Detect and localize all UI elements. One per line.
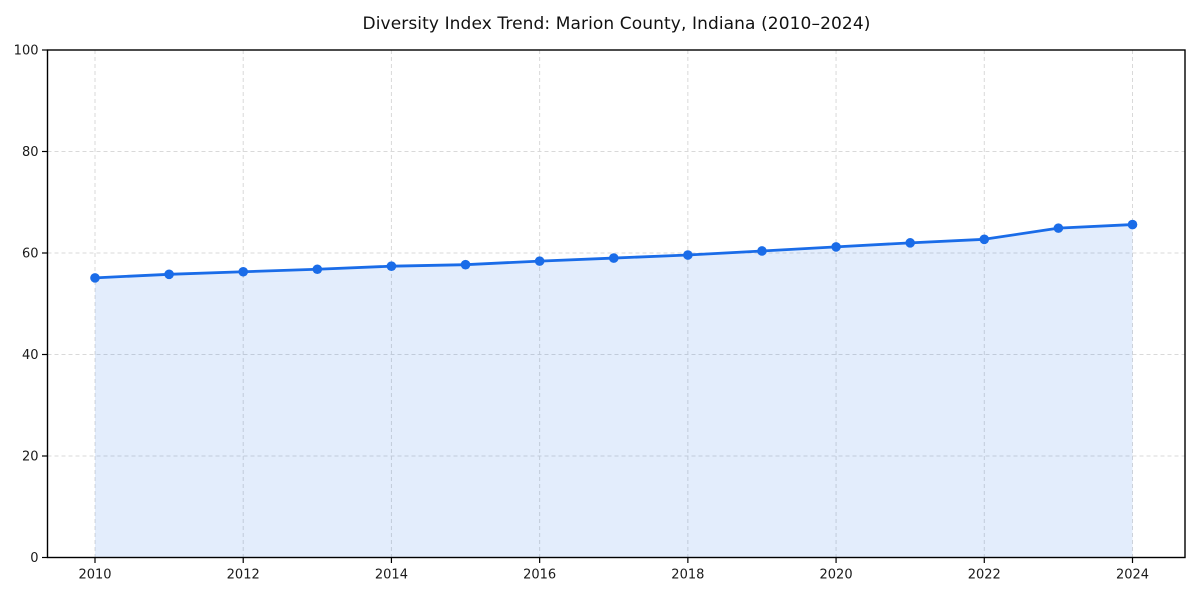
y-tick-label: 100 [14, 44, 39, 59]
x-tick-label: 2020 [820, 568, 853, 583]
data-point-marker [683, 250, 693, 260]
y-tick-label: 80 [22, 145, 39, 160]
data-point-marker [460, 259, 471, 270]
x-tick-label: 2010 [78, 568, 111, 583]
data-point-marker [386, 261, 397, 271]
x-tick-label: 2024 [1116, 568, 1149, 583]
data-point-marker [1053, 223, 1064, 233]
chart-title: Diversity Index Trend: Marion County, In… [362, 14, 871, 34]
x-tick-label: 2018 [671, 568, 704, 583]
x-tick-label: 2022 [968, 568, 1001, 583]
data-point-marker [905, 238, 915, 248]
area-fill [95, 224, 1133, 558]
axes-frame [46, 49, 1186, 559]
x-tick-label: 2016 [523, 568, 556, 583]
data-point-marker [757, 246, 767, 256]
data-point-marker [90, 273, 100, 283]
x-tick-label: 2014 [375, 568, 408, 583]
data-point-marker [608, 253, 619, 263]
y-tick-label: 60 [22, 247, 39, 262]
data-point-marker [238, 266, 249, 277]
y-tick-label: 0 [30, 551, 38, 566]
y-tick-label: 20 [22, 450, 39, 465]
y-tick-label: 40 [22, 348, 39, 363]
data-point-marker [1127, 219, 1138, 230]
data-point-marker [534, 256, 545, 266]
data-point-marker [312, 264, 323, 275]
x-tick-label: 2012 [227, 568, 260, 583]
data-point-marker [164, 269, 174, 280]
data-point-marker [831, 242, 841, 252]
data-point-marker [979, 234, 990, 245]
